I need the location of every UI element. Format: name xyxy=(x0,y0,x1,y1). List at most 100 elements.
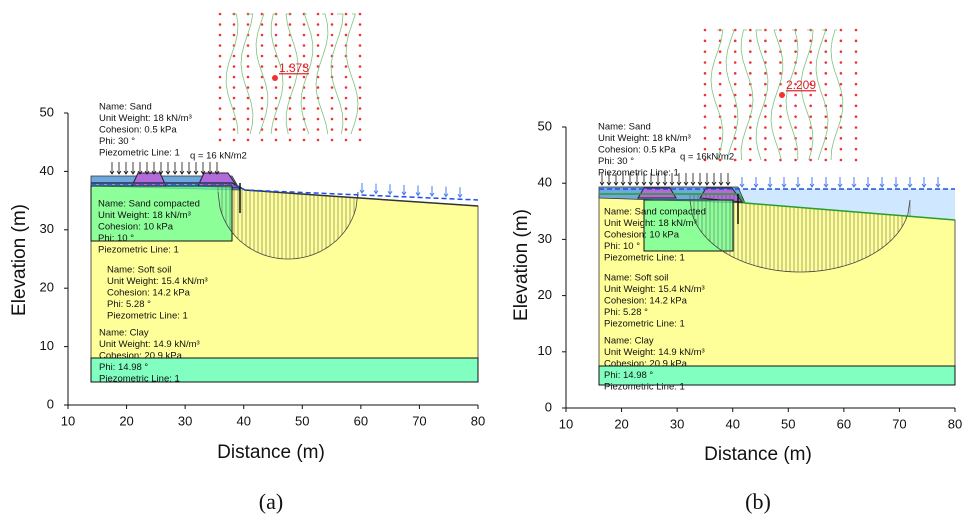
material-label: Phi: 30 ° xyxy=(598,156,634,167)
surcharge: q = 16 kN/m2 xyxy=(190,151,247,162)
load-arrow xyxy=(718,173,724,186)
grid-point xyxy=(839,72,843,75)
grid-point xyxy=(260,138,264,142)
grid-point xyxy=(246,75,250,79)
load-arrow xyxy=(116,162,122,175)
x-axis-label: Distance (m) xyxy=(217,442,325,463)
grid-point xyxy=(764,126,767,129)
grid-point xyxy=(794,147,797,151)
grid-point xyxy=(288,44,292,47)
load-arrow xyxy=(620,173,626,186)
ground-surface xyxy=(599,193,956,221)
water-line xyxy=(91,183,479,201)
load-arrow xyxy=(613,173,619,186)
grid-point xyxy=(839,61,843,64)
grid-point xyxy=(764,158,767,162)
contour-line xyxy=(240,13,254,135)
water-arrow xyxy=(837,177,843,188)
factor-of-safety: 1.373 xyxy=(279,61,309,75)
grid-point xyxy=(718,104,722,108)
material-label: Piezometric Line: 1 xyxy=(604,253,685,264)
y-tick-label: 40 xyxy=(40,163,54,178)
grid-point xyxy=(232,96,236,100)
grid-point xyxy=(764,50,767,53)
grid-point xyxy=(316,128,320,131)
grid-point xyxy=(260,54,264,58)
grid-point xyxy=(733,61,737,64)
grid-point xyxy=(274,23,278,26)
load-arrow xyxy=(697,173,703,186)
grid-point xyxy=(703,137,707,140)
water-arrow xyxy=(781,177,787,188)
grid-point xyxy=(358,96,362,100)
load-arrow xyxy=(193,162,199,175)
contour-line xyxy=(315,13,329,135)
x-tick-label: 30 xyxy=(670,416,684,431)
grid-point xyxy=(733,93,737,97)
grid-point xyxy=(749,137,752,140)
grid-point xyxy=(854,147,858,151)
x-tick-label: 60 xyxy=(837,416,851,431)
load-arrow xyxy=(711,173,717,186)
water-arrow xyxy=(753,177,759,188)
grid-point xyxy=(246,54,250,58)
grid-point xyxy=(809,61,812,64)
grid-point xyxy=(854,115,858,118)
material-label: Unit Weight: 18 kN/m³ xyxy=(598,133,691,144)
grid-point xyxy=(839,147,843,151)
grid-point xyxy=(288,23,292,26)
water-arrow xyxy=(935,177,941,188)
material-label: Phi: 30 ° xyxy=(99,136,135,147)
load-arrow xyxy=(690,173,696,186)
material-label: Unit Weight: 15.4 kN/m³ xyxy=(604,284,705,295)
x-tick-label: 40 xyxy=(725,416,739,431)
x-tick-label: 50 xyxy=(295,413,309,428)
material-label: Name: Sand xyxy=(99,102,152,113)
grid-point xyxy=(232,65,236,68)
grid-point xyxy=(302,54,306,58)
grid-point xyxy=(218,86,222,89)
grid-point xyxy=(302,44,306,47)
grid-point xyxy=(749,158,752,162)
grid-point xyxy=(703,50,707,53)
water-arrow xyxy=(443,186,449,198)
grid-point xyxy=(302,65,306,68)
load-arrow xyxy=(165,162,171,175)
load-arrow xyxy=(214,162,220,175)
grid-point xyxy=(718,93,722,97)
contour-line xyxy=(330,13,344,135)
grid-point xyxy=(809,158,812,162)
contour-line xyxy=(710,29,724,161)
material-label: Unit Weight: 15.4 kN/m³ xyxy=(107,276,208,287)
grid-point xyxy=(809,72,812,75)
y-tick-label: 30 xyxy=(40,221,54,236)
grid-point xyxy=(218,33,222,37)
x-tick-label: 30 xyxy=(178,413,192,428)
grid-point xyxy=(344,23,348,26)
load-arrow xyxy=(627,173,633,186)
water-arrow xyxy=(457,187,463,199)
grid-point xyxy=(809,93,812,97)
x-tick-label: 10 xyxy=(559,416,573,431)
y-axis-label: Elevation (m) xyxy=(511,209,532,321)
grid-point xyxy=(718,158,722,162)
grid-point xyxy=(330,23,334,26)
grid-point xyxy=(260,33,264,37)
material-label: Piezometric Line: 1 xyxy=(98,245,179,256)
material-label: Piezometric Line: 1 xyxy=(99,374,180,385)
grid-point xyxy=(316,65,320,68)
material-label: Name: Soft soil xyxy=(604,273,668,284)
load-arrow xyxy=(704,173,710,186)
grid-point xyxy=(703,72,707,75)
grid-point xyxy=(316,138,320,142)
grid-point xyxy=(288,107,292,110)
material-label: Phi: 14.98 ° xyxy=(604,370,653,381)
grid-point xyxy=(703,93,707,97)
clay xyxy=(90,357,479,383)
grid-point xyxy=(316,117,320,121)
load-arrow xyxy=(200,162,206,175)
grid-point xyxy=(749,39,752,43)
contour-line xyxy=(285,13,299,135)
grid-point xyxy=(316,107,320,110)
water-arrow xyxy=(921,177,927,188)
